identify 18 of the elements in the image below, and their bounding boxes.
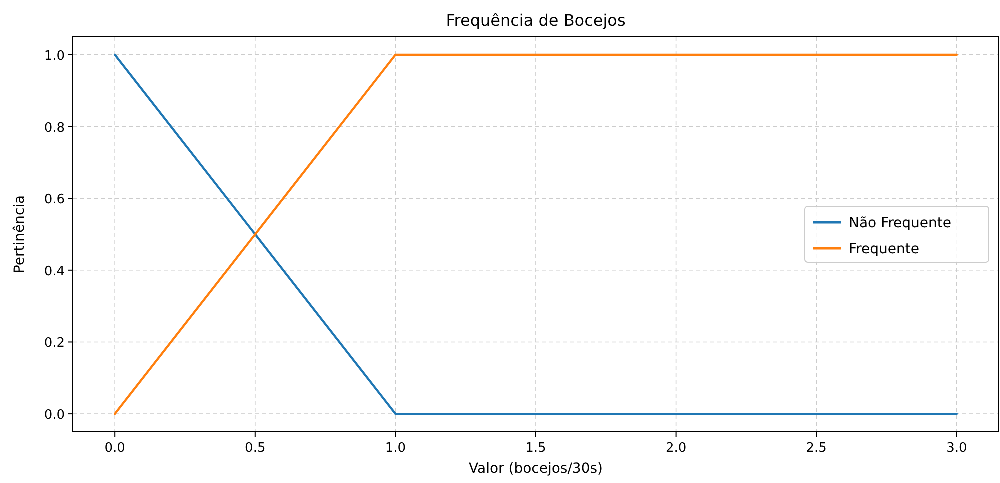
x-tick-label: 2.5 xyxy=(806,441,827,456)
chart-title: Frequência de Bocejos xyxy=(446,11,626,30)
x-tick-label: 0.0 xyxy=(104,441,126,456)
y-tick-label: 0.8 xyxy=(44,120,65,136)
y-tick-label: 0.0 xyxy=(44,408,65,424)
x-axis-title: Valor (bocejos/30s) xyxy=(469,461,603,477)
y-axis-title: Pertinência xyxy=(12,195,28,274)
y-tick-label: 0.2 xyxy=(44,336,65,352)
y-tick-label: 1.0 xyxy=(44,48,65,64)
legend-label: Frequente xyxy=(849,242,920,258)
y-tick-label: 0.4 xyxy=(44,264,65,280)
x-tick-label: 1.0 xyxy=(385,441,406,456)
legend-label: Não Frequente xyxy=(849,216,952,232)
x-tick-label: 3.0 xyxy=(946,441,968,456)
x-tick-label: 0.5 xyxy=(245,441,266,456)
x-tick-label: 1.5 xyxy=(526,441,546,456)
x-tick-label: 2.0 xyxy=(666,441,687,456)
y-tick-label: 0.6 xyxy=(44,192,65,208)
